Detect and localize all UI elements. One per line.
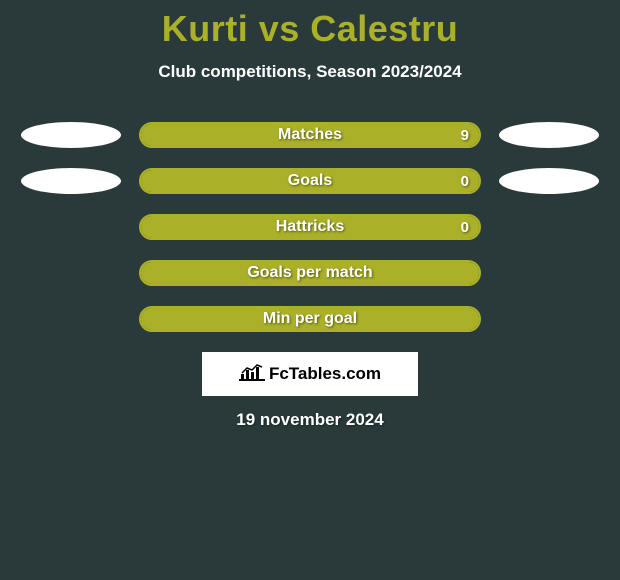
subtitle: Club competitions, Season 2023/2024 — [0, 62, 620, 82]
logo-box[interactable]: FcTables.com — [202, 352, 418, 396]
logo-text: FcTables.com — [269, 364, 381, 384]
stat-bar: Matches 9 — [139, 122, 481, 148]
stat-label: Min per goal — [141, 308, 479, 330]
date-text: 19 november 2024 — [0, 410, 620, 430]
ellipse-spacer — [21, 260, 121, 286]
stat-bar: Min per goal — [139, 306, 481, 332]
ellipse-spacer — [21, 306, 121, 332]
stat-label: Goals per match — [141, 262, 479, 284]
stat-row-goals-per-match: Goals per match — [0, 260, 620, 286]
page-title: Kurti vs Calestru — [0, 8, 620, 50]
ellipse-right — [499, 168, 599, 194]
ellipse-spacer — [499, 260, 599, 286]
stat-bar: Goals per match — [139, 260, 481, 286]
stat-label: Hattricks — [141, 216, 479, 238]
stat-bar: Goals 0 — [139, 168, 481, 194]
ellipse-spacer — [499, 306, 599, 332]
stat-value: 0 — [461, 170, 469, 192]
stat-row-matches: Matches 9 — [0, 122, 620, 148]
ellipse-spacer — [21, 214, 121, 240]
stat-label: Matches — [141, 124, 479, 146]
stat-value: 0 — [461, 216, 469, 238]
stat-bar: Hattricks 0 — [139, 214, 481, 240]
ellipse-left — [21, 168, 121, 194]
stat-row-min-per-goal: Min per goal — [0, 306, 620, 332]
stat-label: Goals — [141, 170, 479, 192]
stat-row-hattricks: Hattricks 0 — [0, 214, 620, 240]
stat-row-goals: Goals 0 — [0, 168, 620, 194]
ellipse-right — [499, 122, 599, 148]
chart-icon — [239, 362, 265, 387]
logo-content: FcTables.com — [239, 362, 381, 387]
ellipse-spacer — [499, 214, 599, 240]
stat-value: 9 — [461, 124, 469, 146]
ellipse-left — [21, 122, 121, 148]
infographic-container: Kurti vs Calestru Club competitions, Sea… — [0, 0, 620, 430]
